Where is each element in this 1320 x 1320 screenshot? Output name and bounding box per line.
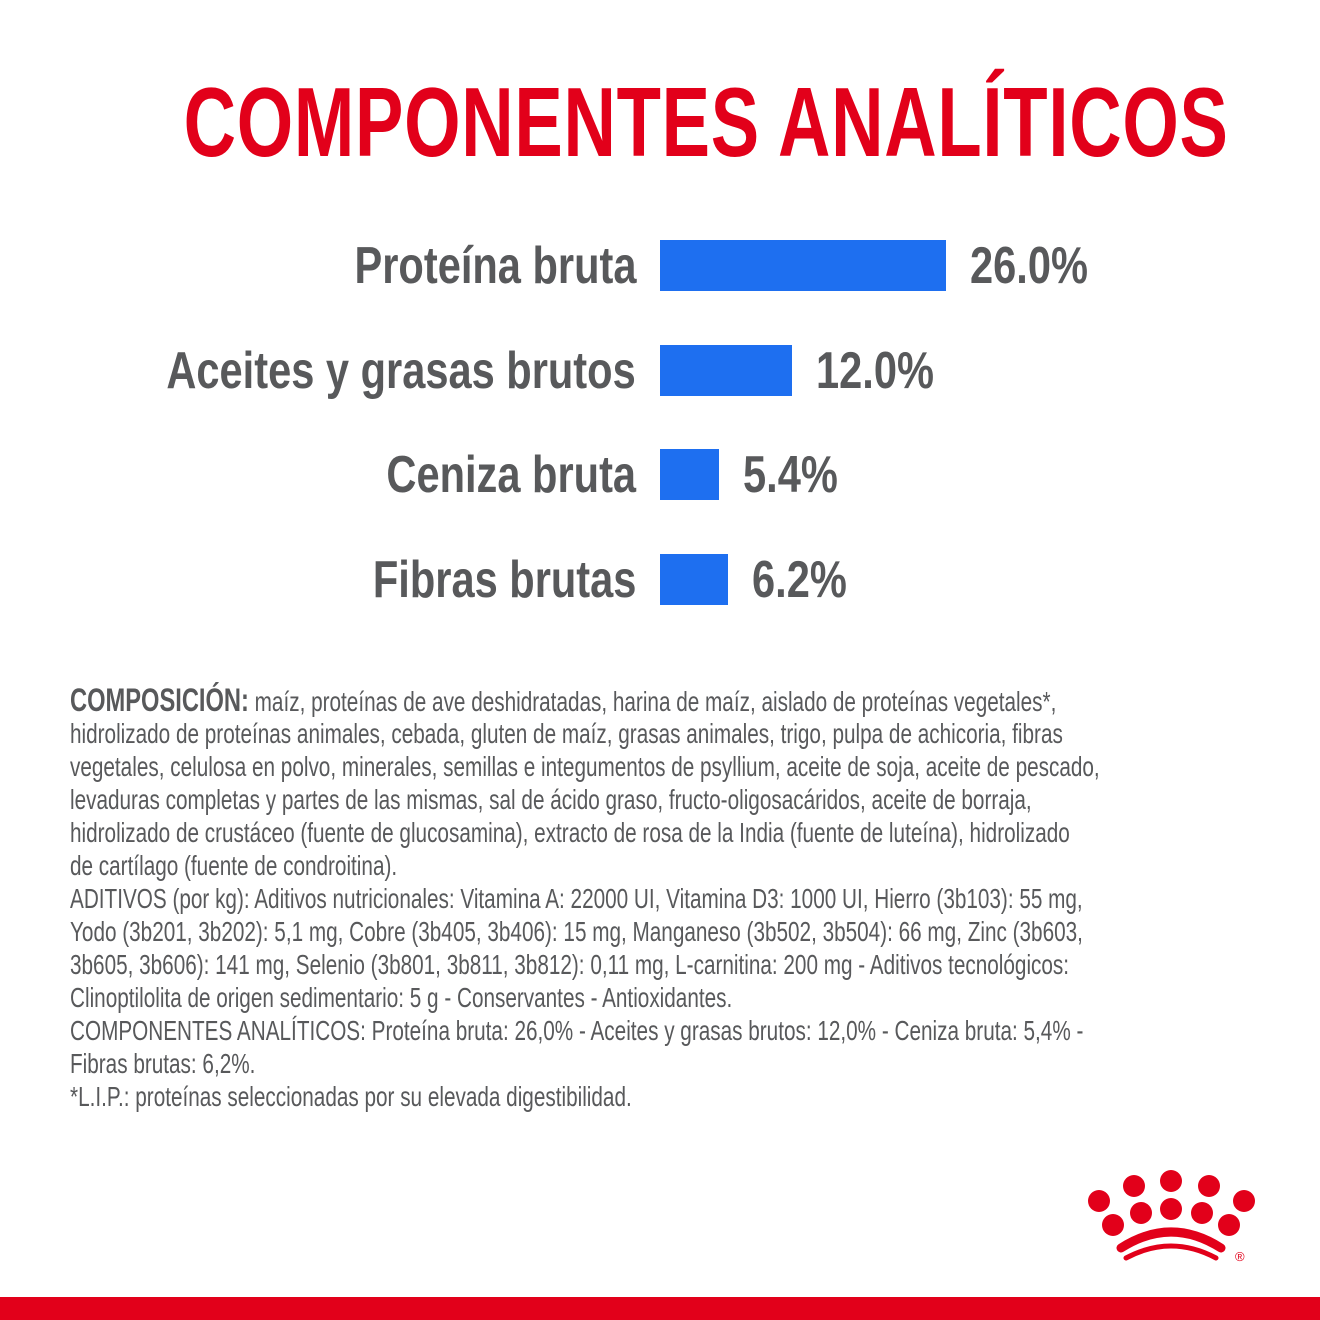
value-label: 5.4% (743, 446, 839, 504)
value-label: 26.0% (970, 237, 1088, 295)
page-title: COMPONENTES ANALÍTICOS (0, 72, 1320, 172)
composition-line: hidrolizado de crustáceo (fuente de gluc… (70, 817, 1070, 848)
bar-row: Aceites y grasas brutos 12.0% (0, 343, 1320, 399)
composition-line: Yodo (3b201, 3b202): 5,1 mg, Cobre (3b40… (70, 916, 1083, 947)
composition-line: COMPOSICIÓN: maíz, proteínas de ave desh… (70, 682, 1100, 718)
composition-line: 3b605, 3b606): 141 mg, Selenio (3b801, 3… (70, 949, 1070, 980)
composition-line: ADITIVOS (por kg): Aditivos nutricionale… (70, 883, 1083, 914)
composition-line-text: maíz, proteínas de ave deshidratadas, ha… (248, 686, 1057, 717)
composition-line: COMPONENTES ANALÍTICOS: Proteína bruta: … (70, 1015, 1084, 1046)
composition-line: de cartílago (fuente de condroitina). (70, 850, 398, 881)
bar (660, 449, 720, 500)
bar-row: Proteína bruta 26.0% (0, 238, 1320, 294)
composition-heading: COMPOSICIÓN: (70, 682, 249, 718)
registered-mark: ® (1235, 1249, 1245, 1264)
value-label: 6.2% (752, 551, 848, 609)
composition-line: levaduras completas y partes de las mism… (70, 784, 1032, 815)
category-label: Fibras brutas (372, 551, 636, 609)
composition-line: Fibras brutas: 6,2%. (70, 1048, 256, 1079)
bar (660, 554, 729, 605)
value-label: 12.0% (816, 342, 934, 400)
composition-text: COMPOSICIÓN: maíz, proteínas de ave desh… (70, 684, 1320, 1113)
chart-title: COMPONENTES ANALÍTICOS (183, 67, 1229, 177)
royal-canin-crown-logo: ® (1080, 1160, 1270, 1275)
category-label: Proteína bruta (354, 237, 636, 295)
composition-line: vegetales, celulosa en polvo, minerales,… (70, 751, 1100, 782)
composition-line: Clinoptilolita de origen sedimentario: 5… (70, 982, 733, 1013)
composition-line: *L.I.P.: proteínas seleccionadas por su … (70, 1081, 632, 1112)
bottom-brand-band (0, 1297, 1320, 1320)
category-label: Ceniza bruta (386, 446, 636, 504)
bar-row: Ceniza bruta 5.4% (0, 447, 1320, 503)
bar (660, 345, 792, 396)
bar (660, 240, 946, 291)
category-label: Aceites y grasas brutos (166, 342, 636, 400)
composition-line: hidrolizado de proteínas animales, cebad… (70, 718, 1063, 749)
bar-row: Fibras brutas 6.2% (0, 552, 1320, 608)
